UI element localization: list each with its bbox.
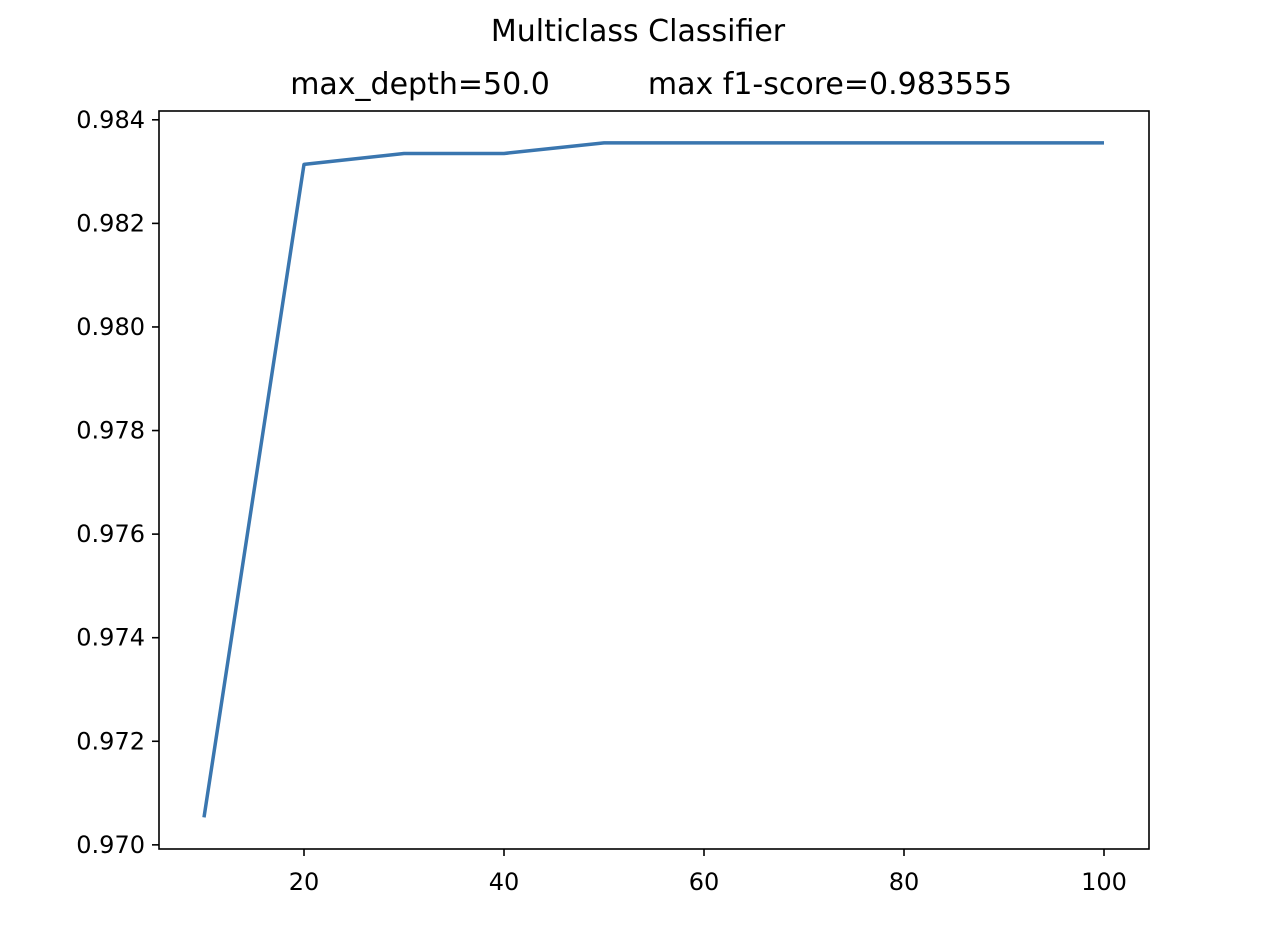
y-tick-label: 0.984 [76,106,145,134]
y-tick-label: 0.976 [76,520,145,548]
y-tick-label: 0.972 [76,727,145,755]
x-tick-label: 20 [289,868,320,896]
chart-title: Multiclass Classifier [491,14,786,49]
y-tick-label: 0.982 [76,209,145,237]
chart-subtitle-right: max f1-score=0.983555 [648,67,1012,102]
x-tick-label: 80 [889,868,920,896]
series-line [202,141,1104,818]
x-tick-label: 100 [1081,868,1127,896]
y-tick-label: 0.974 [76,624,145,652]
plot-area: 20 40 60 80 100 0.970 0.972 0.974 0.976 0.978 0.98… [76,106,1150,896]
axes-frame [158,110,1150,850]
y-tick-label: 0.970 [76,831,145,859]
chart-subtitle-left: max_depth=50.0 [290,67,550,102]
y-tick-label: 0.978 [76,417,145,445]
y-tick-label: 0.980 [76,313,145,341]
x-tick-label: 60 [689,868,720,896]
x-tick-label: 40 [489,868,520,896]
